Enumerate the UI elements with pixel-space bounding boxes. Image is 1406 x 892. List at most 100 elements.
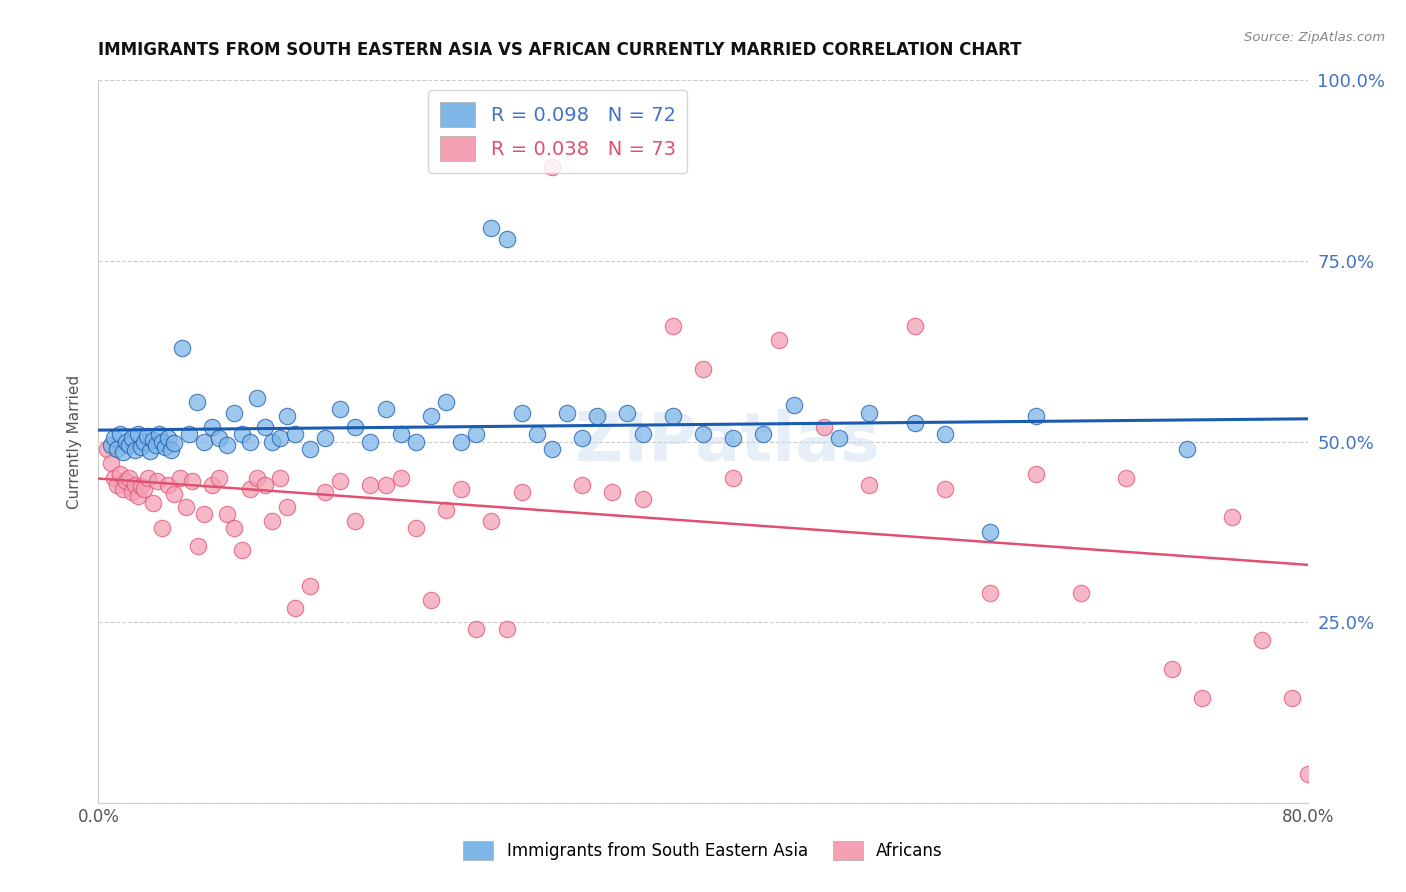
Legend: Immigrants from South Eastern Asia, Africans: Immigrants from South Eastern Asia, Afri… [457,834,949,867]
Point [299,442,322,456]
Point [752,427,775,442]
Point [129,440,152,454]
Point [555,406,578,420]
Point [118,470,141,484]
Point [100,456,122,470]
Point [150,434,173,449]
Point [142,433,165,447]
Point [193,434,215,449]
Point [360,478,382,492]
Point [495,232,517,246]
Point [181,475,204,489]
Point [1220,510,1243,524]
Point [723,470,745,484]
Point [150,521,173,535]
Point [360,434,382,449]
Point [450,434,472,449]
Point [828,431,851,445]
Point [118,438,141,452]
Point [179,427,201,442]
Point [405,434,427,449]
Point [631,427,654,442]
Point [434,394,457,409]
Point [692,362,714,376]
Point [186,394,208,409]
Point [540,442,562,456]
Point [127,489,149,503]
Point [904,318,927,333]
Point [616,406,638,420]
Point [246,470,269,484]
Point [465,623,488,637]
Text: IMMIGRANTS FROM SOUTH EASTERN ASIA VS AFRICAN CURRENTLY MARRIED CORRELATION CHAR: IMMIGRANTS FROM SOUTH EASTERN ASIA VS AF… [98,41,1022,59]
Point [510,485,533,500]
Point [96,442,118,456]
Point [1070,586,1092,600]
Point [132,434,155,449]
Point [224,406,246,420]
Point [314,431,336,445]
Point [934,427,956,442]
Point [420,409,443,424]
Point [139,444,162,458]
Point [246,391,269,405]
Point [201,478,224,492]
Point [253,420,276,434]
Point [170,341,193,355]
Point [481,221,503,235]
Text: Source: ZipAtlas.com: Source: ZipAtlas.com [1244,31,1385,45]
Point [111,445,134,459]
Point [495,623,517,637]
Point [510,406,533,420]
Point [231,427,253,442]
Point [231,542,253,557]
Point [602,485,624,500]
Point [692,427,714,442]
Point [114,434,136,449]
Point [193,507,215,521]
Point [571,478,593,492]
Point [284,427,307,442]
Point [121,485,143,500]
Point [344,420,367,434]
Point [127,427,149,442]
Point [239,482,262,496]
Point [156,478,179,492]
Point [105,478,128,492]
Point [276,500,298,514]
Point [1296,767,1319,781]
Point [934,482,956,496]
Point [132,482,155,496]
Point [571,431,593,445]
Point [208,431,231,445]
Point [124,443,146,458]
Point [661,318,683,333]
Point [262,434,284,449]
Point [858,406,880,420]
Point [723,431,745,445]
Point [163,486,186,500]
Point [215,438,238,452]
Point [783,398,806,412]
Point [389,427,412,442]
Point [269,431,291,445]
Point [858,478,880,492]
Point [145,438,167,452]
Point [153,440,176,454]
Point [269,470,291,484]
Point [148,427,170,442]
Point [174,500,197,514]
Point [163,436,186,450]
Point [374,402,396,417]
Point [374,478,396,492]
Y-axis label: Currently Married: Currently Married [67,375,83,508]
Point [284,600,307,615]
Point [108,467,131,481]
Point [135,429,157,443]
Point [129,479,152,493]
Point [160,443,183,458]
Point [979,586,1001,600]
Point [526,427,548,442]
Point [389,470,412,484]
Point [169,470,191,484]
